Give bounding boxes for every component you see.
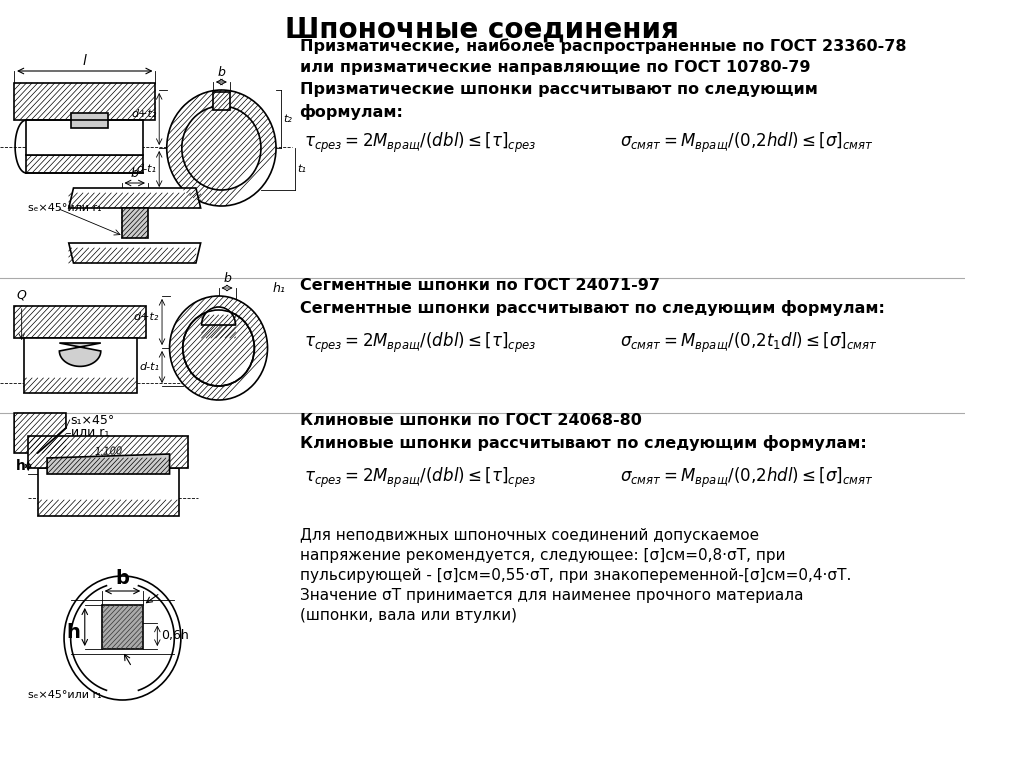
Text: b: b bbox=[217, 66, 225, 79]
Text: t₁: t₁ bbox=[298, 164, 306, 174]
Text: $\tau_{\mathit{срез}} = 2M_{\mathit{вращ}}/(dbl) \leq [\tau]_{\mathit{срез}}$: $\tau_{\mathit{срез}} = 2M_{\mathit{вращ… bbox=[304, 131, 537, 155]
Text: (шпонки, вала или втулки): (шпонки, вала или втулки) bbox=[300, 608, 516, 623]
Text: d: d bbox=[232, 164, 241, 177]
Circle shape bbox=[65, 576, 181, 700]
Polygon shape bbox=[69, 243, 201, 263]
Polygon shape bbox=[69, 188, 201, 208]
Text: t₂: t₂ bbox=[284, 114, 293, 124]
Text: Клиновые шпонки по ГОСТ 24068-80: Клиновые шпонки по ГОСТ 24068-80 bbox=[300, 413, 641, 428]
Text: l: l bbox=[83, 54, 87, 68]
Text: h: h bbox=[67, 623, 80, 642]
Text: или призматические направляющие по ГОСТ 10780-79: или призматические направляющие по ГОСТ … bbox=[300, 60, 810, 75]
Text: Для неподвижных шпоночных соединений допускаемое: Для неподвижных шпоночных соединений доп… bbox=[300, 528, 759, 543]
Text: Сегментные шпонки рассчитывают по следующим формулам:: Сегментные шпонки рассчитывают по следую… bbox=[300, 300, 885, 316]
Text: Шпоночные соединения: Шпоночные соединения bbox=[286, 16, 679, 44]
Polygon shape bbox=[27, 155, 143, 173]
Text: d+t₂: d+t₂ bbox=[131, 109, 157, 119]
Text: $\tau_{\mathit{срез}} = 2M_{\mathit{вращ}}/(dbl) \leq [\tau]_{\mathit{срез}}$: $\tau_{\mathit{срез}} = 2M_{\mathit{вращ… bbox=[304, 466, 537, 490]
Wedge shape bbox=[202, 307, 236, 325]
Text: или r₁: или r₁ bbox=[71, 426, 109, 439]
Text: d: d bbox=[228, 362, 236, 375]
Polygon shape bbox=[122, 208, 147, 238]
Text: $\sigma_{\mathit{смят}} = M_{\mathit{вращ}}/(0{,}2hdl) \leq [\sigma]_{\mathit{см: $\sigma_{\mathit{смят}} = M_{\mathit{вра… bbox=[620, 466, 873, 490]
Polygon shape bbox=[14, 306, 146, 338]
Text: Клиновые шпонки рассчитывают по следующим формулам:: Клиновые шпонки рассчитывают по следующи… bbox=[300, 435, 866, 451]
Text: Сегментные шпонки по ГОСТ 24071-97: Сегментные шпонки по ГОСТ 24071-97 bbox=[300, 278, 659, 293]
Text: $\sigma_{\mathit{смят}} = M_{\mathit{вращ}}/(0{,}2hdl) \leq [\sigma]_{\mathit{см: $\sigma_{\mathit{смят}} = M_{\mathit{вра… bbox=[620, 131, 873, 155]
Polygon shape bbox=[101, 605, 143, 649]
Polygon shape bbox=[59, 343, 100, 366]
Polygon shape bbox=[47, 454, 170, 474]
Text: d-t₁: d-t₁ bbox=[136, 164, 157, 174]
Text: $\tau_{\mathit{срез}} = 2M_{\mathit{вращ}}/(dbl) \leq [\tau]_{\mathit{срез}}$: $\tau_{\mathit{срез}} = 2M_{\mathit{вращ… bbox=[304, 331, 537, 355]
Circle shape bbox=[170, 296, 267, 400]
Polygon shape bbox=[71, 113, 109, 128]
Text: Значение σТ принимается для наименее прочного материала: Значение σТ принимается для наименее про… bbox=[300, 588, 803, 603]
Polygon shape bbox=[14, 413, 66, 453]
Text: Призматические, наиболее распространенные по ГОСТ 23360-78: Призматические, наиболее распространенны… bbox=[300, 38, 906, 54]
Text: $\sigma_{\mathit{смят}} = M_{\mathit{вращ}}/(0{,}2t_1dl) \leq [\sigma]_{\mathit{: $\sigma_{\mathit{смят}} = M_{\mathit{вра… bbox=[620, 331, 878, 355]
Text: b: b bbox=[116, 569, 129, 588]
Circle shape bbox=[167, 90, 276, 206]
Text: b: b bbox=[131, 167, 138, 180]
Polygon shape bbox=[29, 436, 188, 468]
Text: 0,6h: 0,6h bbox=[161, 629, 188, 642]
Text: напряжение рекомендуется, следующее: [σ]см=0,8·σТ, при: напряжение рекомендуется, следующее: [σ]… bbox=[300, 548, 785, 563]
Text: h: h bbox=[15, 459, 26, 473]
Circle shape bbox=[182, 310, 254, 386]
Text: 1:100: 1:100 bbox=[94, 447, 123, 458]
Polygon shape bbox=[213, 92, 229, 110]
Text: h₁: h₁ bbox=[272, 282, 285, 294]
Text: sₑ×45°или r₁: sₑ×45°или r₁ bbox=[29, 203, 101, 213]
Text: пульсирующей - [σ]см=0,55·σТ, при знакопеременной-[σ]см=0,4·σТ.: пульсирующей - [σ]см=0,55·σТ, при знакоп… bbox=[300, 568, 851, 583]
Text: d-t₁: d-t₁ bbox=[139, 362, 159, 372]
Circle shape bbox=[182, 106, 261, 190]
Polygon shape bbox=[38, 468, 179, 516]
Polygon shape bbox=[24, 338, 136, 393]
Text: sₑ×45°или r₁: sₑ×45°или r₁ bbox=[29, 690, 101, 700]
Polygon shape bbox=[14, 83, 156, 120]
Polygon shape bbox=[27, 120, 143, 155]
Text: d+t₂: d+t₂ bbox=[134, 312, 159, 322]
Text: Призматические шпонки рассчитывают по следующим: Призматические шпонки рассчитывают по сл… bbox=[300, 82, 817, 97]
Text: формулам:: формулам: bbox=[300, 104, 403, 120]
Text: b: b bbox=[223, 272, 231, 285]
Text: s₁×45°: s₁×45° bbox=[71, 413, 115, 426]
Text: Q: Q bbox=[16, 288, 27, 301]
